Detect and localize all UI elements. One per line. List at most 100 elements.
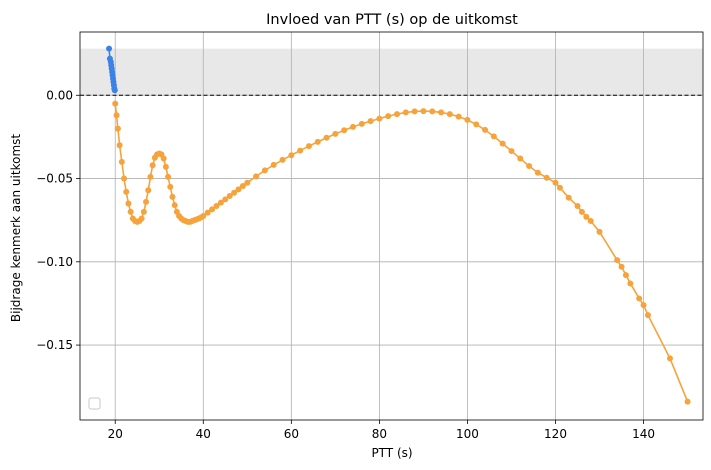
series-1-point: [204, 209, 211, 216]
y-axis-ticks: 0.00 −0.05 −0.10 −0.15: [36, 88, 80, 352]
series-1-point: [508, 148, 515, 155]
series-1-point: [127, 208, 134, 215]
plot-area: [80, 32, 703, 420]
series-1-point: [121, 175, 128, 182]
series-1-point: [323, 134, 330, 141]
series-1-point: [596, 228, 603, 235]
series-1-point: [341, 127, 348, 134]
grid-lines: [80, 32, 703, 420]
series-1-point: [213, 203, 220, 210]
series-1-point: [666, 355, 673, 362]
series-1-point: [455, 113, 462, 120]
series-1-point: [490, 133, 497, 140]
series-1-point: [239, 183, 246, 190]
legend-box: [88, 397, 101, 410]
x-tick-label-5: 120: [544, 427, 567, 441]
series-1-point: [438, 109, 445, 116]
x-tick-label-6: 140: [632, 427, 655, 441]
x-axis-label: PTT (s): [371, 446, 412, 460]
series-1-point: [394, 111, 401, 118]
series-1-point: [171, 202, 178, 209]
y-tick-label-3: −0.15: [36, 338, 73, 352]
chart-title: Invloed van PTT (s) op de uitkomst: [266, 12, 518, 28]
series-1-point: [113, 112, 120, 119]
series-layer: [106, 45, 691, 405]
series-1-point: [143, 198, 150, 205]
series-1-point: [583, 213, 590, 220]
shaded-band-rect: [80, 48, 703, 96]
x-tick-label-4: 100: [456, 427, 479, 441]
series-1-point: [235, 186, 242, 193]
x-tick-label-2: 60: [284, 427, 299, 441]
series-1-point: [112, 100, 119, 107]
plot-frame: [79, 31, 704, 421]
series-1-point: [640, 302, 647, 309]
series-1-point: [231, 189, 238, 196]
x-axis-ticks: 20 40 60 80 100 120 140: [108, 420, 655, 441]
series-1-point: [209, 206, 216, 213]
series-1-point: [482, 126, 489, 133]
series-1-point: [543, 174, 550, 181]
y-axis-label: Bijdrage kenmerk aan uitkomst: [9, 134, 23, 322]
series-1-point: [622, 272, 629, 279]
series-1-point: [473, 121, 480, 128]
series-1-point: [349, 123, 356, 130]
series-1-point: [165, 173, 172, 180]
series-1-point: [116, 142, 123, 149]
series-1-point: [297, 147, 304, 154]
y-tick-label-1: −0.05: [36, 172, 73, 186]
series-1-point: [149, 162, 156, 169]
series-1-point: [270, 161, 277, 168]
series-1-point: [167, 183, 174, 190]
series-1-point: [446, 111, 453, 118]
series-1-point: [420, 108, 427, 115]
x-tick-label-1: 40: [196, 427, 211, 441]
series-1-point: [644, 312, 651, 319]
series-1-point: [534, 169, 541, 176]
series-1-point: [464, 116, 471, 123]
series-1-point: [574, 203, 581, 210]
series-0-point: [111, 87, 118, 94]
shaded-band: [80, 48, 703, 96]
series-1-point: [253, 173, 260, 180]
series-1-point: [627, 280, 634, 287]
series-1-point: [517, 155, 524, 162]
series-1-point: [226, 193, 233, 200]
y-tick-label-0: 0.00: [46, 88, 73, 102]
series-1-point: [411, 108, 418, 115]
axes-frame: [79, 31, 704, 421]
series-1-point: [217, 199, 224, 206]
x-tick-label-0: 20: [108, 427, 123, 441]
series-1-point: [147, 173, 154, 180]
series-1-point: [565, 194, 572, 201]
series-1-point: [162, 163, 169, 170]
series-1-point: [125, 200, 132, 207]
series-1-point: [618, 263, 625, 270]
series-1-point: [288, 152, 295, 159]
series-1-point: [160, 155, 167, 162]
series-1-point: [376, 115, 383, 122]
series-1-point: [402, 109, 409, 116]
series-1-point: [429, 108, 436, 115]
series-1-point: [261, 167, 268, 174]
series-0-point: [106, 45, 113, 52]
series-1-point: [499, 140, 506, 147]
series-1-point: [279, 156, 286, 163]
series-0: [106, 45, 118, 94]
series-1-point: [244, 179, 251, 186]
series-1-point: [614, 257, 621, 264]
series-1-point: [556, 184, 563, 191]
series-1-point: [578, 208, 585, 215]
series-1-point: [552, 179, 559, 186]
series-1-point: [314, 138, 321, 145]
series-1-point: [305, 143, 312, 150]
series-1-point: [114, 125, 121, 132]
x-tick-label-3: 80: [372, 427, 387, 441]
series-1-point: [140, 208, 147, 215]
series-1-point: [385, 113, 392, 120]
series-1-point: [138, 215, 145, 222]
series-1-point: [684, 398, 691, 405]
series-1-point: [200, 213, 207, 220]
series-1-point: [526, 163, 533, 170]
